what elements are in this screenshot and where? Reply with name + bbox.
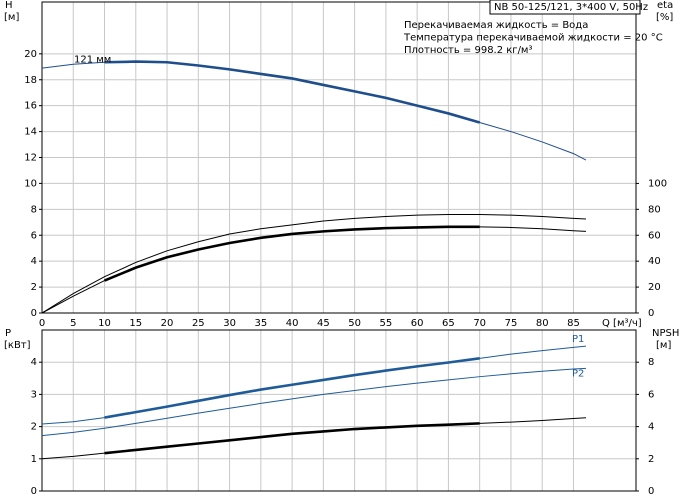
y-tick-label: 10	[24, 178, 37, 189]
y2-axis-label: eta	[657, 0, 673, 11]
note: Температура перекачиваемой жидкости = 20…	[403, 33, 663, 44]
y2-axis-unit: [%]	[656, 12, 673, 23]
legend-label: P1	[572, 334, 584, 345]
y-axis-unit: [кВт]	[4, 340, 31, 351]
x-tick-label: 50	[348, 318, 361, 329]
y-tick-label: 8	[31, 204, 37, 215]
y2-tick-label: 20	[648, 282, 661, 293]
y-axis-label: P	[5, 328, 11, 339]
y2-tick-label: 6	[648, 389, 654, 400]
curve	[41, 367, 587, 437]
y2-tick-label: 8	[648, 357, 654, 368]
y-tick-label: 2	[31, 282, 37, 293]
y2-tick-label: 4	[648, 422, 654, 433]
curve	[41, 226, 587, 314]
x-axis-label: Q [м³/ч]	[602, 318, 642, 329]
y2-tick-label: 0	[648, 308, 654, 319]
y2-tick-label: 40	[648, 256, 661, 267]
x-tick-label: 75	[505, 318, 518, 329]
y2-axis-label: NPSH	[652, 328, 679, 339]
model-box	[489, 0, 641, 15]
operating-range-curve	[104, 225, 480, 282]
plots: 0 5 10 15 20 25 30 35 40 45 50 55 60 65 70 75 80 85024681…	[4, 0, 679, 497]
x-tick-label: 80	[536, 318, 549, 329]
y-tick-label: 0	[31, 308, 37, 319]
y-tick-label: 2	[31, 422, 37, 433]
x-tick-label: 5	[70, 318, 76, 329]
x-tick-label: 60	[411, 318, 424, 329]
y-tick-label: 0	[31, 486, 37, 497]
y2-axis-unit: [м]	[656, 340, 671, 351]
y-tick-label: 20	[24, 49, 37, 60]
operating-range-curve	[104, 357, 480, 419]
note: Перекачиваемая жидкость = Вода	[404, 20, 588, 31]
curve	[41, 61, 587, 161]
x-tick-label: 85	[567, 318, 580, 329]
y-tick-label: 6	[31, 230, 37, 241]
x-tick-label: 70	[473, 318, 486, 329]
y2-tick-label: 60	[648, 230, 661, 241]
curve	[41, 345, 587, 425]
y2-tick-label: 100	[648, 178, 667, 189]
curve	[41, 417, 587, 460]
operating-range-curve	[104, 60, 481, 124]
x-tick-label: 0	[39, 318, 45, 329]
x-tick-label: 40	[286, 318, 299, 329]
legend-label: P2	[572, 368, 584, 379]
y-tick-label: 1	[31, 454, 37, 465]
y-tick-label: 4	[31, 256, 37, 267]
x-tick-label: 25	[192, 318, 205, 329]
y-tick-label: 18	[24, 75, 37, 86]
x-tick-label: 45	[317, 318, 330, 329]
curve	[41, 214, 587, 314]
y-tick-label: 4	[31, 357, 37, 368]
y-axis-unit: [м]	[4, 12, 19, 23]
y-axis-label: H	[5, 0, 13, 11]
operating-range-curve	[104, 422, 480, 455]
y2-tick-label: 2	[648, 454, 654, 465]
note: Плотность = 998.2 кг/м³	[404, 45, 533, 56]
plot-frame	[41, 1, 637, 314]
plot-frame	[41, 329, 637, 492]
y-tick-label: 14	[24, 127, 37, 138]
x-tick-label: 35	[254, 318, 267, 329]
y2-tick-label: 80	[648, 204, 661, 215]
x-tick-label: 10	[98, 318, 111, 329]
x-tick-label: 55	[380, 318, 393, 329]
y-tick-label: 16	[24, 101, 37, 112]
y-tick-label: 3	[31, 389, 37, 400]
x-tick-label: 15	[129, 318, 142, 329]
y2-tick-label: 0	[648, 486, 654, 497]
x-tick-label: 20	[161, 318, 174, 329]
y-tick-label: 12	[24, 153, 37, 164]
x-tick-label: 65	[442, 318, 455, 329]
x-tick-label: 30	[223, 318, 236, 329]
model: NB 50-125/121, 3*400 V, 50Hz	[494, 2, 648, 13]
curve-label: 121 мм	[74, 54, 111, 65]
